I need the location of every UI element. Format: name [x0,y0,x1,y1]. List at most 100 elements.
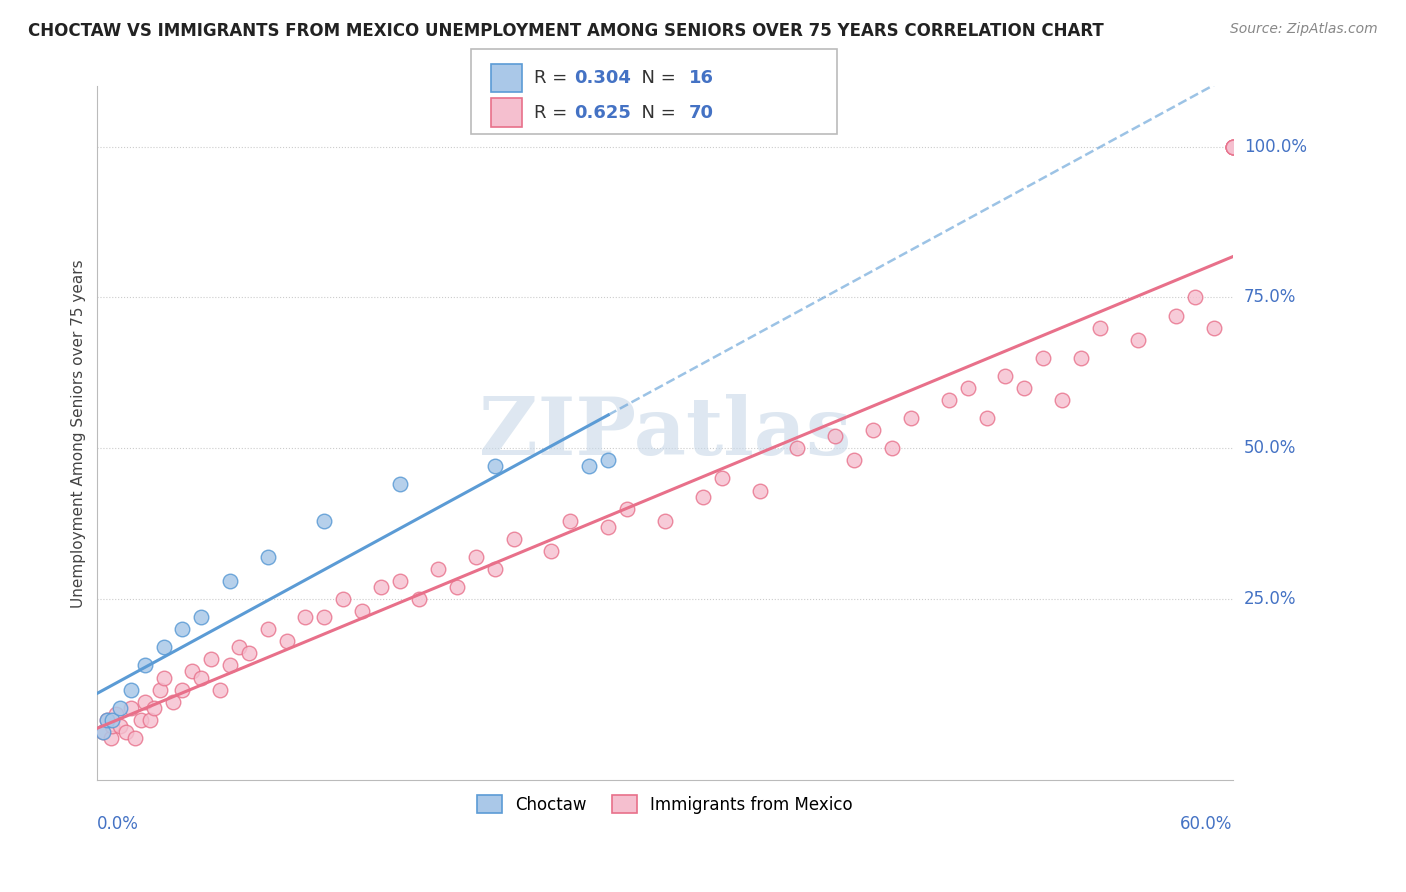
Point [181,665,204,679]
Text: 0.625: 0.625 [574,103,630,121]
Point [209,682,232,697]
Point [1222,139,1244,153]
Legend: Choctaw, Immigrants from Mexico: Choctaw, Immigrants from Mexico [471,789,859,821]
Point [129,713,152,727]
Point [598,519,620,533]
Point [446,580,468,594]
Point [276,634,298,648]
Point [389,477,412,491]
Point [1222,139,1244,153]
Point [218,574,240,588]
Point [332,592,354,607]
Point [172,622,194,636]
Point [96,713,118,727]
Point [540,544,562,558]
Point [1070,351,1092,365]
Text: 75.0%: 75.0% [1244,288,1296,307]
Point [1126,333,1149,347]
Text: 25.0%: 25.0% [1244,591,1296,608]
Point [900,411,922,425]
Point [1222,139,1244,153]
Point [124,731,146,745]
Point [484,562,506,576]
Point [956,381,979,395]
Point [692,490,714,504]
Point [408,592,430,607]
Point [654,514,676,528]
Point [352,604,374,618]
Point [616,501,638,516]
Text: Source: ZipAtlas.com: Source: ZipAtlas.com [1230,22,1378,37]
Point [256,622,278,636]
Point [748,483,770,498]
Point [1164,309,1187,323]
Y-axis label: Unemployment Among Seniors over 75 years: Unemployment Among Seniors over 75 years [72,259,86,607]
Point [314,610,336,624]
Point [426,562,449,576]
Point [1184,291,1206,305]
Point [389,574,412,588]
Point [120,700,142,714]
Point [134,658,156,673]
Point [149,682,172,697]
Point [824,429,846,443]
Point [152,640,174,655]
Point [1088,320,1111,334]
Point [218,658,240,673]
Point [786,442,808,456]
Text: 0.304: 0.304 [574,69,630,87]
Point [108,700,131,714]
Point [1222,139,1244,153]
Point [108,719,131,733]
Point [370,580,392,594]
Point [114,724,136,739]
Point [91,724,114,739]
Point [294,610,316,624]
Point [100,731,122,745]
Point [1032,351,1054,365]
Point [162,695,184,709]
Point [1202,320,1225,334]
Point [105,706,128,721]
Text: ZIPatlas: ZIPatlas [479,394,851,472]
Point [976,411,998,425]
Point [91,724,114,739]
Text: R =: R = [534,69,574,87]
Point [238,646,260,660]
Point [256,549,278,564]
Text: CHOCTAW VS IMMIGRANTS FROM MEXICO UNEMPLOYMENT AMONG SENIORS OVER 75 YEARS CORRE: CHOCTAW VS IMMIGRANTS FROM MEXICO UNEMPL… [28,22,1104,40]
Point [560,514,582,528]
Text: N =: N = [630,103,682,121]
Text: N =: N = [630,69,682,87]
Point [862,423,884,437]
Point [134,695,156,709]
Point [1014,381,1036,395]
Point [172,682,194,697]
Point [502,532,524,546]
Point [598,453,620,467]
Point [101,719,124,733]
Point [152,671,174,685]
Point [484,459,506,474]
Point [143,700,166,714]
Text: 70: 70 [689,103,714,121]
Text: 100.0%: 100.0% [1244,137,1306,156]
Point [464,549,486,564]
Point [994,368,1017,383]
Text: R =: R = [534,103,574,121]
Point [710,471,733,485]
Point [190,671,212,685]
Point [938,392,960,407]
Text: 50.0%: 50.0% [1244,439,1296,458]
Point [1052,392,1074,407]
Point [842,453,865,467]
Text: 16: 16 [689,69,714,87]
Text: 0.0%: 0.0% [97,814,139,833]
Point [228,640,250,655]
Text: 60.0%: 60.0% [1180,814,1233,833]
Point [101,713,124,727]
Point [190,610,212,624]
Point [139,713,162,727]
Point [120,682,142,697]
Point [1222,139,1244,153]
